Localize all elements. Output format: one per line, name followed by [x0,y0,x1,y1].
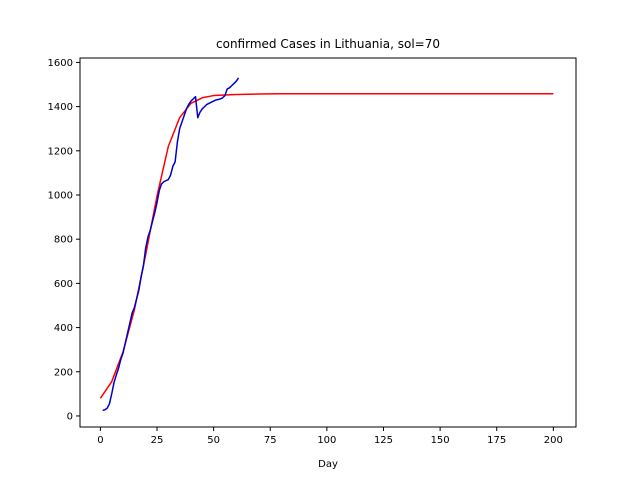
series-line-0 [99,93,554,399]
y-tick-label: 200 [54,367,73,378]
y-axis-ticks: 0 200 400 600 800 1000 1200 1400 1600 [48,58,80,422]
plot-frame [79,57,577,428]
x-tick-label: 75 [264,435,277,446]
chart-title: confirmed Cases in Lithuania, sol=70 [216,37,440,51]
x-axis-label: Day [318,459,338,470]
x-tick-label: 200 [544,435,563,446]
x-tick-label: 100 [317,435,336,446]
x-tick-label: 150 [431,435,450,446]
y-tick-label: 0 [67,411,73,422]
y-tick-label: 1200 [48,146,73,157]
series-line-1 [102,77,240,412]
plot-area [99,77,554,412]
y-tick-label: 600 [54,279,73,290]
x-axis-ticks: 0 25 50 75 100 125 150 175 200 [97,427,563,446]
y-tick-label: 1000 [48,190,73,201]
x-tick-label: 0 [97,435,103,446]
x-tick-label: 125 [374,435,393,446]
y-tick-label: 1400 [48,102,73,113]
y-tick-label: 400 [54,323,73,334]
x-tick-label: 50 [207,435,220,446]
x-tick-label: 25 [151,435,164,446]
y-tick-label: 1600 [48,58,73,69]
y-tick-label: 800 [54,235,73,246]
x-tick-label: 175 [487,435,506,446]
